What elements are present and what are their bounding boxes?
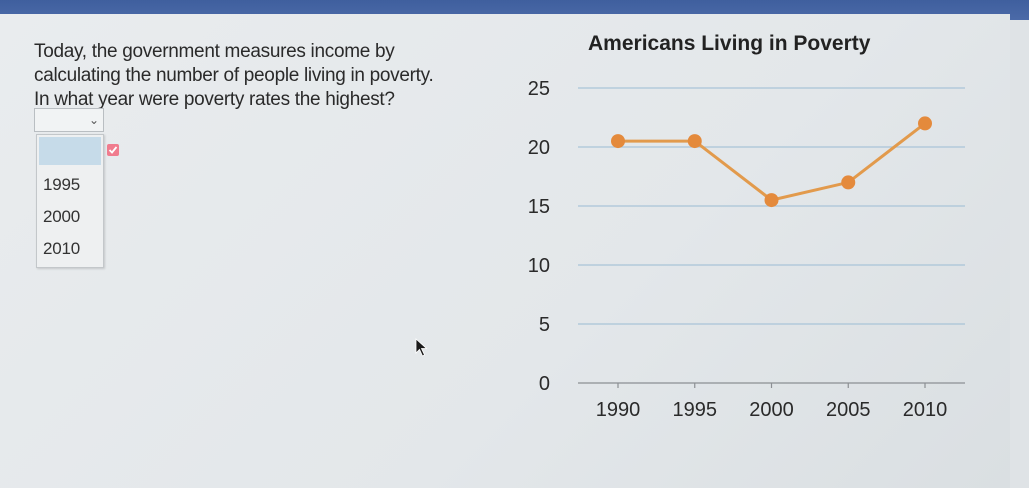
chart-title: Americans Living in Poverty (588, 32, 871, 55)
data-point-2000 (764, 193, 779, 208)
question-line-3: In what year were poverty rates the high… (34, 89, 395, 110)
mouse-cursor-icon (415, 338, 429, 363)
data-point-1995 (687, 134, 702, 149)
dropdown-option-blank[interactable] (39, 137, 101, 165)
y-tick-label-25: 25 (528, 78, 550, 100)
x-tick-label-2010: 2010 (903, 399, 948, 421)
poverty-series-line (618, 122, 926, 202)
data-point-2005 (841, 175, 856, 190)
dropdown-option-1995[interactable]: 1995 (43, 175, 81, 194)
y-tick-label-0: 0 (539, 373, 550, 395)
checkmark-icon (107, 144, 119, 156)
question-line-1: Today, the government measures income by (34, 41, 395, 62)
y-tick-label-5: 5 (539, 314, 550, 336)
y-tick-label-20: 20 (528, 137, 550, 159)
y-tick-label-10: 10 (528, 255, 550, 277)
dropdown-option-2010[interactable]: 2010 (43, 239, 81, 258)
poverty-line-chart: Americans Living in Poverty 0 5 10 15 20 25 19… (528, 32, 965, 421)
question-text: Today, the government measures income by… (34, 40, 504, 112)
x-tick-label-2005: 2005 (826, 399, 871, 421)
data-point-1990 (611, 134, 625, 149)
dropdown-option-list: 1995 2000 2010 (36, 134, 104, 268)
question-panel (0, 14, 1010, 488)
data-point-2010 (918, 116, 932, 131)
chevron-down-icon[interactable]: ⌄ (88, 113, 99, 127)
y-tick-label-15: 15 (528, 196, 550, 218)
x-tick-label-1995: 1995 (673, 399, 718, 421)
x-tick-label-1990: 1990 (596, 399, 641, 421)
x-tick-label-2000: 2000 (749, 399, 794, 421)
answer-dropdown[interactable]: ⌄ (34, 108, 104, 132)
question-line-2: calculating the number of people living … (34, 65, 434, 86)
dropdown-option-2000[interactable]: 2000 (43, 207, 81, 226)
